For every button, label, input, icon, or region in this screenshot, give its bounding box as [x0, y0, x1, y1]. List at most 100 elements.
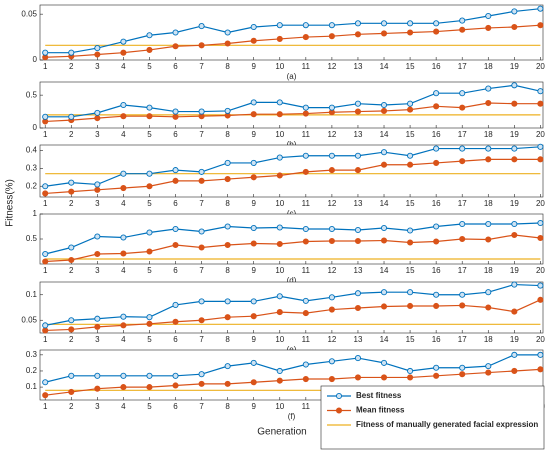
marker [407, 227, 414, 234]
marker [302, 375, 309, 383]
marker [172, 372, 179, 379]
x-tick-label: 9 [251, 130, 256, 139]
marker [68, 256, 75, 264]
marker [407, 152, 414, 159]
x-tick-label: 18 [484, 199, 493, 208]
marker [537, 22, 544, 29]
x-tick-label: 19 [510, 335, 519, 344]
x-tick-label: 10 [275, 402, 284, 411]
x-tick-label: 11 [302, 266, 311, 275]
marker [511, 367, 518, 375]
marker [68, 49, 75, 56]
marker [68, 179, 75, 186]
marker [433, 302, 440, 310]
marker [250, 99, 257, 106]
x-tick-label: 14 [380, 62, 389, 71]
marker [172, 177, 179, 184]
x-tick-label: 7 [199, 402, 204, 411]
marker [354, 100, 362, 107]
x-tick-label: 16 [432, 266, 441, 275]
marker [433, 103, 440, 110]
marker [537, 143, 544, 150]
marker [354, 167, 362, 174]
x-tick-label: 4 [121, 130, 126, 139]
marker [224, 241, 231, 249]
marker [302, 168, 309, 175]
x-tick-label: 12 [327, 266, 336, 275]
marker [433, 291, 440, 298]
marker [94, 115, 101, 122]
marker [354, 226, 362, 234]
marker [250, 174, 257, 181]
marker [42, 113, 49, 120]
x-tick-label: 19 [510, 199, 519, 208]
marker [250, 37, 257, 44]
y-tick-label: 0.2 [26, 181, 38, 190]
marker [328, 294, 335, 301]
marker [380, 374, 388, 381]
x-tick-label: 8 [225, 335, 230, 344]
marker [42, 258, 49, 265]
marker [94, 45, 101, 52]
marker [276, 377, 283, 384]
marker [407, 239, 414, 246]
x-tick-label: 6 [173, 335, 178, 344]
x-tick-label: 5 [147, 402, 152, 411]
marker [250, 240, 257, 247]
x-tick-label: 1 [43, 402, 48, 411]
marker [276, 172, 283, 179]
marker [459, 235, 466, 243]
legend-label: Mean fitness [356, 406, 405, 415]
marker [94, 51, 101, 58]
marker [120, 322, 127, 329]
legend-label: Fitness of manually generated facial exp… [356, 420, 538, 429]
marker [172, 167, 179, 174]
marker [224, 298, 231, 305]
x-tick-label: 4 [121, 402, 126, 411]
marker [94, 109, 101, 116]
x-tick-label: 9 [251, 199, 256, 208]
x-tick-label: 16 [432, 335, 441, 344]
marker [328, 152, 335, 159]
plot-area [39, 4, 544, 61]
marker [198, 371, 205, 378]
series-line [45, 146, 541, 187]
marker [198, 298, 205, 305]
marker [276, 224, 283, 231]
marker [380, 101, 388, 109]
x-tick-label: 14 [380, 335, 389, 344]
marker [354, 290, 362, 297]
x-tick-label: 13 [354, 335, 363, 344]
marker [354, 355, 362, 362]
marker [198, 42, 205, 49]
marker [380, 149, 388, 156]
marker [459, 302, 466, 309]
y-tick-label: 0.2 [26, 366, 38, 375]
x-tick-label: 8 [225, 402, 230, 411]
x-tick-label: 10 [275, 199, 284, 208]
x-tick-label: 11 [302, 130, 311, 139]
marker [511, 100, 518, 107]
x-tick-label: 6 [173, 266, 178, 275]
series-line [45, 84, 541, 118]
marker [537, 366, 544, 373]
marker [146, 32, 153, 39]
x-tick-label: 17 [458, 266, 467, 275]
marker [537, 219, 544, 227]
marker [276, 240, 283, 248]
x-tick-label: 13 [354, 266, 363, 275]
y-tick-label: 0 [33, 123, 38, 132]
x-tick-label: 8 [225, 199, 230, 208]
y-tick-label: 0.5 [26, 90, 38, 99]
marker [94, 385, 101, 392]
x-tick-label: 17 [458, 199, 467, 208]
marker [511, 281, 518, 288]
x-tick-label: 2 [69, 402, 74, 411]
x-tick-label: 12 [327, 130, 336, 139]
x-tick-label: 17 [458, 62, 467, 71]
marker [94, 315, 101, 322]
x-tick-label: 6 [173, 402, 178, 411]
marker [94, 181, 101, 188]
x-tick-label: 19 [510, 62, 519, 71]
marker [198, 380, 205, 387]
